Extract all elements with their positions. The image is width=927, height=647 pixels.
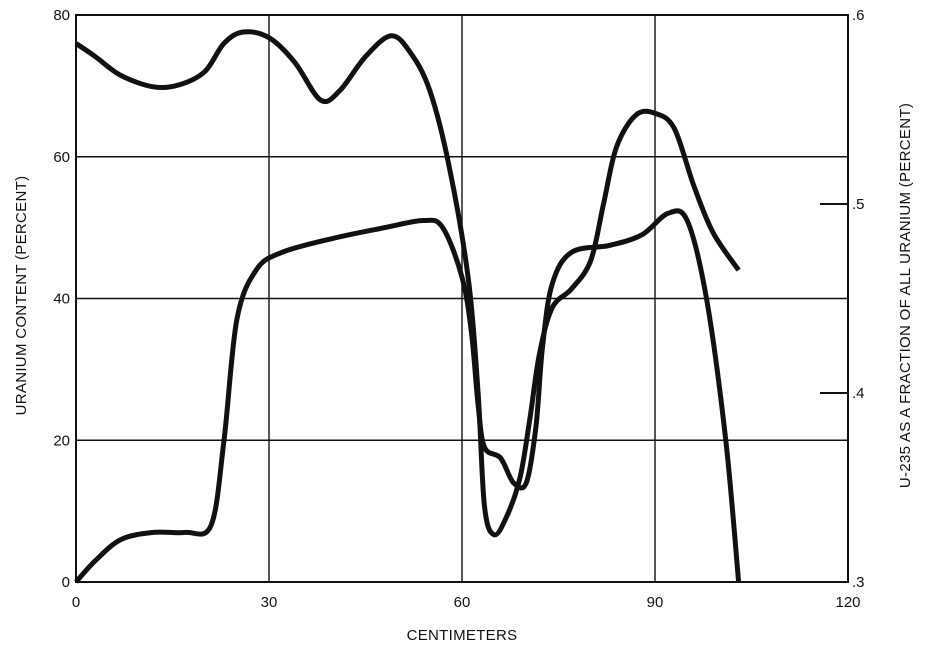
x-axis-title: CENTIMETERS [407, 627, 518, 644]
y2-tick-label: .3 [852, 574, 865, 591]
x-tick-label: 60 [454, 594, 471, 611]
axis-ticks: 0 30 60 90 120 0 20 40 60 80 .3 .4 .5 .6 [53, 7, 864, 611]
y2-tick-label: .6 [852, 7, 865, 24]
u235-fraction-line [74, 29, 741, 538]
y-tick-label: 80 [53, 7, 70, 24]
x-tick-label: 120 [835, 594, 860, 611]
gridlines [76, 15, 848, 582]
y-tick-label: 60 [53, 149, 70, 166]
y2-tick-label: .4 [852, 385, 865, 402]
y-axis-title: URANIUM CONTENT (PERCENT) [13, 176, 30, 416]
x-tick-label: 0 [72, 594, 80, 611]
data-series [74, 29, 742, 584]
y2-tick-label: .5 [852, 196, 865, 213]
y-tick-label: 40 [53, 291, 70, 308]
y-tick-label: 0 [62, 574, 70, 591]
y-tick-label: 20 [53, 432, 70, 449]
y2-axis-title: U-235 AS A FRACTION OF ALL URANIUM (PERC… [897, 103, 914, 488]
plot-frame [75, 14, 849, 583]
x-tick-label: 90 [647, 594, 664, 611]
uranium-content-line [74, 208, 742, 584]
x-tick-label: 30 [261, 594, 278, 611]
